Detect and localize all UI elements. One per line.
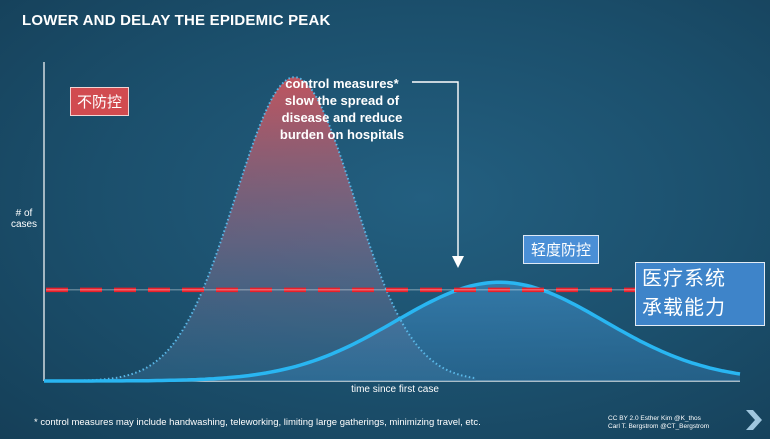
- y-axis-label: # of cases: [6, 208, 42, 230]
- annotation-line-4: burden on hospitals: [279, 127, 405, 142]
- annotation-arrow-line: [412, 81, 459, 258]
- y-axis-label-line-1: # of: [15, 208, 33, 219]
- credit-line-1: CC BY 2.0 Esther Kim @K_thos: [608, 415, 701, 422]
- mild-control-curve: [44, 280, 741, 383]
- no-control-area: [44, 77, 476, 381]
- annotation-arrow-head: [452, 256, 464, 268]
- control-measures-annotation: control measures* slow the spread of dis…: [262, 75, 422, 143]
- annotation-line-2: slow the spread of: [284, 93, 400, 108]
- annotation-line-1: control measures*: [285, 76, 399, 91]
- mild-control-label: 轻度防控: [523, 235, 600, 264]
- capacity-label-line-1: 医疗系统: [642, 268, 726, 290]
- x-axis-label: time since first case: [351, 384, 439, 395]
- chart-title: LOWER AND DELAY THE EPIDEMIC PEAK: [22, 12, 331, 29]
- credit-line-2: Carl T. Bergstrom @CT_Bergstrom: [608, 423, 710, 430]
- healthcare-capacity-label: 医疗系统 承载能力: [635, 262, 765, 326]
- publisher-logo-icon: [746, 410, 762, 430]
- no-control-curve: [44, 76, 476, 382]
- y-axis-label-line-2: cases: [10, 219, 38, 230]
- capacity-label-line-2: 承载能力: [642, 297, 726, 319]
- credit: CC BY 2.0 Esther Kim @K_thos Carl T. Ber…: [608, 415, 758, 431]
- annotation-line-3: disease and reduce: [281, 110, 403, 125]
- no-control-label: 不防控: [70, 87, 130, 116]
- footnote: * control measures may include handwashi…: [34, 417, 481, 428]
